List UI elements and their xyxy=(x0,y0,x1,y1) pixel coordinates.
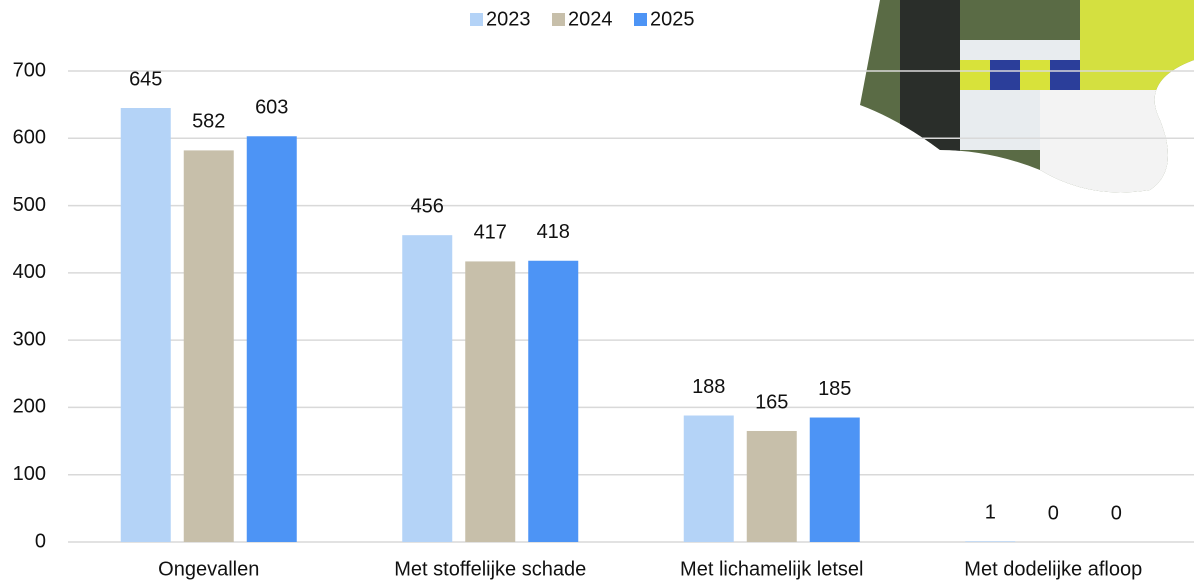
bar xyxy=(402,235,453,543)
data-label: 0 xyxy=(1048,502,1059,524)
x-tick-label: Ongevallen xyxy=(158,558,259,580)
decorative-photo xyxy=(860,0,1194,193)
bar xyxy=(465,261,516,542)
bar xyxy=(183,150,234,542)
x-tick-label: Met stoffelijke schade xyxy=(394,558,586,580)
y-tick-label: 0 xyxy=(35,530,46,552)
legend-swatch xyxy=(634,13,647,26)
y-tick-label: 600 xyxy=(13,127,46,149)
data-label: 582 xyxy=(192,111,225,133)
bar xyxy=(528,260,579,542)
bar xyxy=(120,108,171,542)
y-tick-label: 300 xyxy=(13,328,46,350)
data-label: 645 xyxy=(129,68,162,90)
data-label: 188 xyxy=(692,376,725,398)
data-label: 1 xyxy=(985,502,996,524)
x-tick-label: Met dodelijke afloop xyxy=(964,558,1142,580)
data-label: 418 xyxy=(537,221,570,243)
y-tick-label: 500 xyxy=(13,194,46,216)
data-label: 603 xyxy=(255,97,288,119)
data-label: 0 xyxy=(1111,502,1122,524)
legend-label: 2024 xyxy=(568,8,613,30)
bar xyxy=(809,417,860,542)
legend-label: 2025 xyxy=(650,8,695,30)
data-label: 165 xyxy=(755,391,788,413)
legend-swatch xyxy=(552,13,565,26)
legend: 2023 2024 2025 xyxy=(470,8,695,30)
bar xyxy=(965,541,1016,542)
y-tick-label: 700 xyxy=(13,59,46,81)
y-tick-label: 200 xyxy=(13,396,46,418)
x-tick-label: Met lichamelijk letsel xyxy=(680,558,863,580)
legend-label: 2023 xyxy=(486,8,531,30)
data-label: 456 xyxy=(411,195,444,217)
y-tick-label: 100 xyxy=(13,463,46,485)
bar xyxy=(746,430,797,542)
bar xyxy=(246,136,297,542)
data-label: 185 xyxy=(818,378,851,400)
legend-swatch xyxy=(470,13,483,26)
y-tick-label: 400 xyxy=(13,261,46,283)
data-label: 417 xyxy=(474,222,507,244)
bar xyxy=(683,415,734,542)
